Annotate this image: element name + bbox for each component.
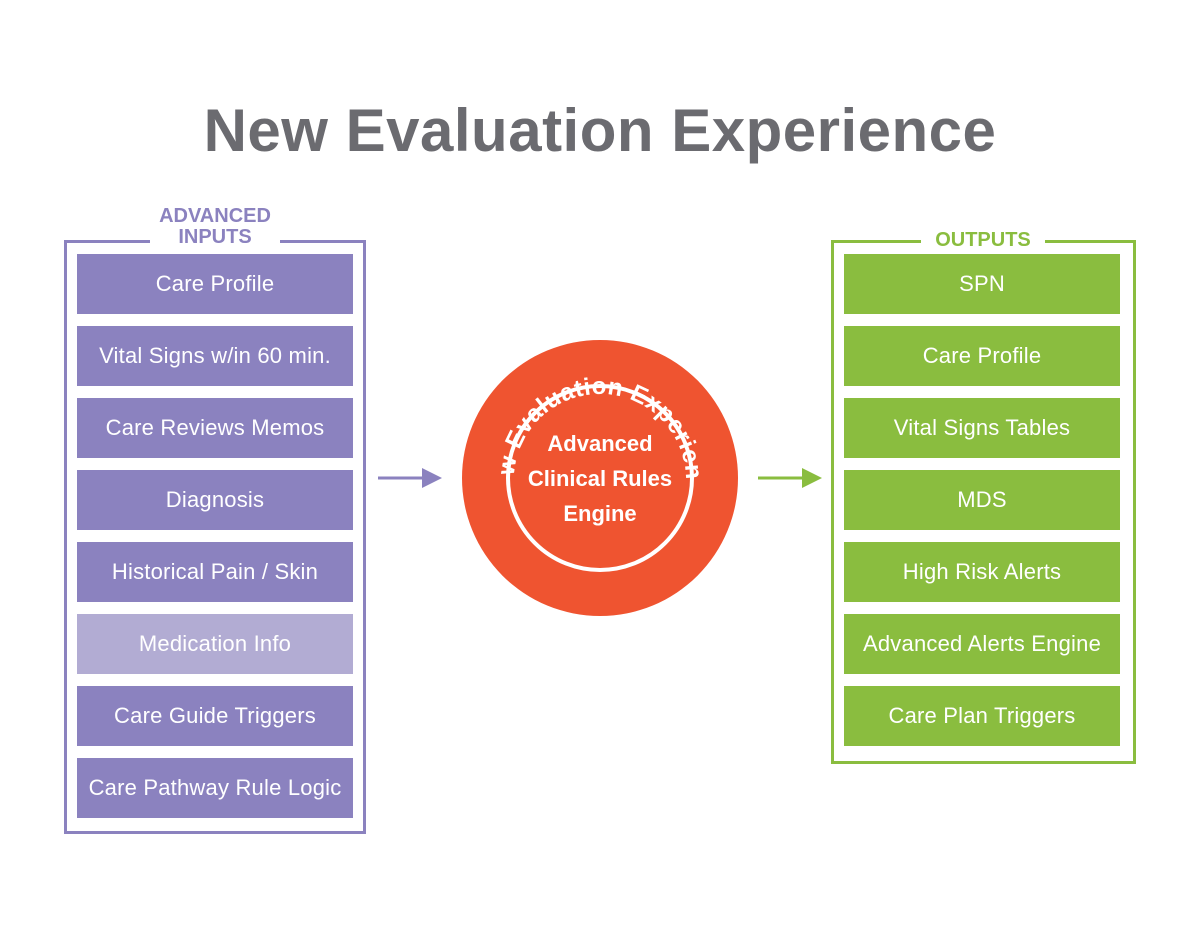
outputs-label: OUTPUTS xyxy=(921,230,1045,251)
engine-to-outputs-arrow xyxy=(758,468,822,488)
engine-label-line3: Engine xyxy=(563,501,637,526)
output-item-care-profile: Care Profile xyxy=(844,326,1120,386)
output-item-spn: SPN xyxy=(844,254,1120,314)
inputs-to-engine-arrow xyxy=(378,468,442,488)
output-item-high-risk-alerts: High Risk Alerts xyxy=(844,542,1120,602)
input-item-historical-pain-skin: Historical Pain / Skin xyxy=(77,542,353,602)
output-item-advanced-alerts-engine: Advanced Alerts Engine xyxy=(844,614,1120,674)
engine-inner-ring xyxy=(506,384,694,572)
output-item-vital-signs-tables: Vital Signs Tables xyxy=(844,398,1120,458)
engine-label-line1: Advanced xyxy=(547,431,653,456)
advanced-inputs-label-line2: INPUTS xyxy=(178,226,252,248)
output-item-care-plan-triggers: Care Plan Triggers xyxy=(844,686,1120,746)
advanced-inputs-panel: ADVANCED INPUTS Care Profile Vital Signs… xyxy=(64,206,366,834)
engine-outer-circle xyxy=(462,340,738,616)
outputs-panel: OUTPUTS SPN Care Profile Vital Signs Tab… xyxy=(831,230,1136,764)
input-item-care-pathway-rule-logic: Care Pathway Rule Logic xyxy=(77,758,353,818)
output-item-mds: MDS xyxy=(844,470,1120,530)
advanced-inputs-label: ADVANCED INPUTS xyxy=(150,206,280,248)
page-title: New Evaluation Experience xyxy=(203,97,997,164)
advanced-inputs-label-line1: ADVANCED xyxy=(159,205,271,227)
engine-center-label: Advanced Clinical Rules Engine xyxy=(460,426,740,531)
input-item-care-reviews-memos: Care Reviews Memos xyxy=(77,398,353,458)
clinical-rules-engine: New Evaluation Experience Advanced Clini… xyxy=(451,319,740,620)
input-item-care-profile: Care Profile xyxy=(77,254,353,314)
input-item-medication-info: Medication Info xyxy=(77,614,353,674)
input-item-diagnosis: Diagnosis xyxy=(77,470,353,530)
input-item-vital-signs: Vital Signs w/in 60 min. xyxy=(77,326,353,386)
engine-label-line2: Clinical Rules xyxy=(527,466,673,491)
input-item-care-guide-triggers: Care Guide Triggers xyxy=(77,686,353,746)
engine-circle-graphic: New Evaluation Experience xyxy=(451,319,738,616)
